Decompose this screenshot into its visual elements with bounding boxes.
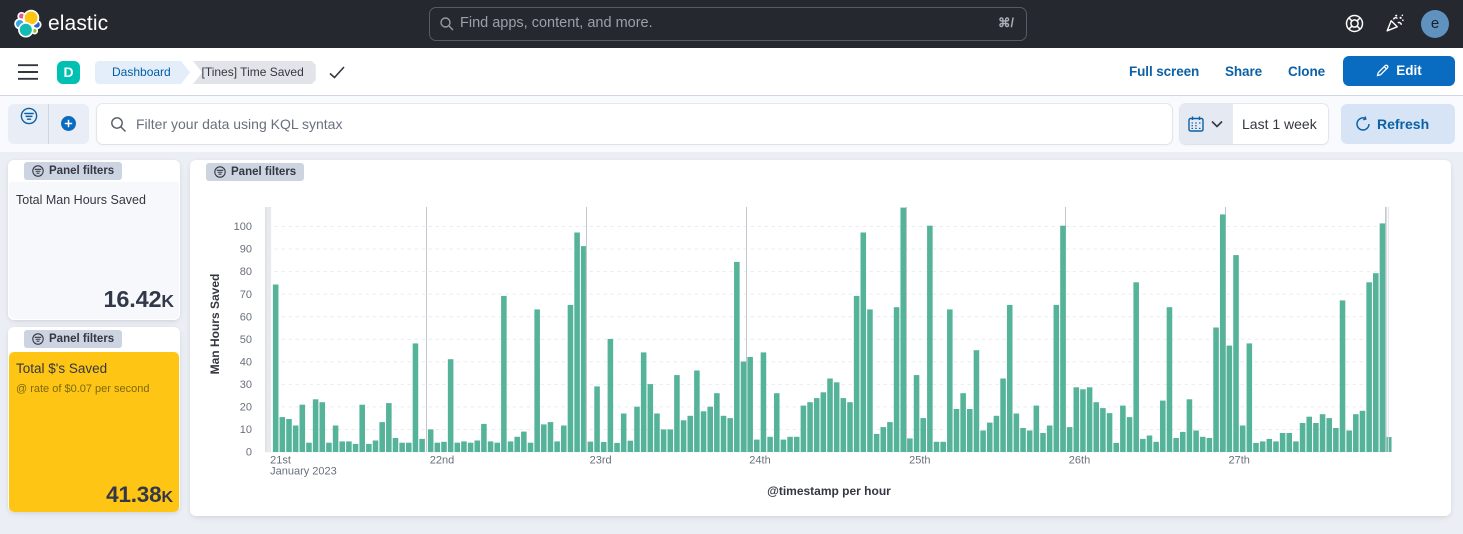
svg-text:January 2023: January 2023: [270, 466, 337, 478]
svg-text:80: 80: [240, 266, 252, 278]
svg-text:@timestamp per hour: @timestamp per hour: [767, 484, 891, 498]
svg-text:30: 30: [240, 379, 252, 391]
svg-text:Man Hours Saved: Man Hours Saved: [208, 274, 222, 375]
svg-text:24th: 24th: [749, 455, 770, 467]
svg-text:27th: 27th: [1229, 455, 1250, 467]
svg-text:50: 50: [240, 334, 252, 346]
svg-text:0: 0: [246, 447, 252, 459]
svg-text:100: 100: [234, 221, 252, 233]
svg-text:20: 20: [240, 402, 252, 414]
svg-text:23rd: 23rd: [590, 455, 612, 467]
svg-text:70: 70: [240, 289, 252, 301]
svg-text:22nd: 22nd: [430, 455, 454, 467]
svg-text:25th: 25th: [909, 455, 930, 467]
svg-text:10: 10: [240, 424, 252, 436]
svg-text:21st: 21st: [270, 455, 291, 467]
svg-text:26th: 26th: [1069, 455, 1090, 467]
svg-text:40: 40: [240, 356, 252, 368]
svg-text:60: 60: [240, 311, 252, 323]
svg-text:90: 90: [240, 244, 252, 256]
